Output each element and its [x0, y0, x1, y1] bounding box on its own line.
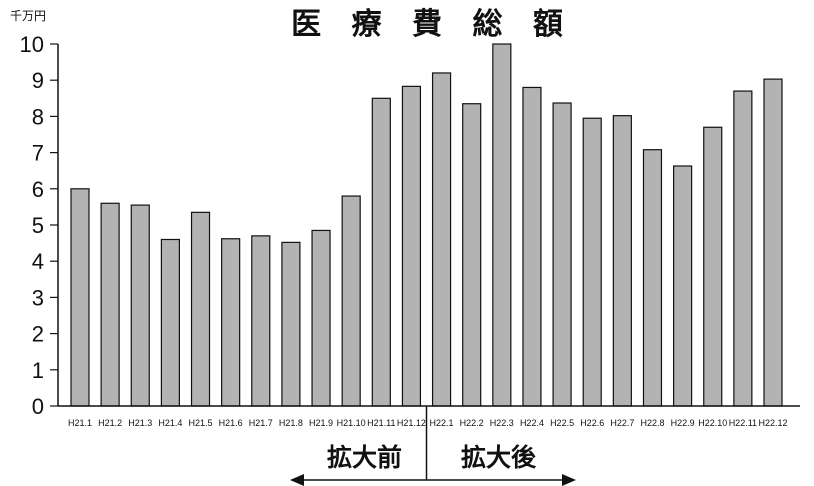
y-tick-label: 5 [32, 213, 44, 238]
bars [70, 43, 783, 407]
x-tick-label: H21.7 [249, 418, 273, 428]
bar [371, 97, 391, 407]
y-tick-label: 6 [32, 177, 44, 202]
after-arrow-head [562, 474, 576, 486]
bar [703, 126, 723, 407]
bar [642, 149, 663, 407]
bar [160, 238, 180, 407]
x-tick-label: H22.3 [490, 418, 514, 428]
bar [492, 43, 512, 407]
bar [582, 117, 602, 407]
x-tick-label: H22.12 [758, 418, 787, 428]
x-tick-label: H21.1 [68, 418, 92, 428]
x-tick-label: H21.5 [189, 418, 213, 428]
x-tick-label: H22.7 [610, 418, 634, 428]
bar [100, 202, 120, 407]
y-tick-label: 10 [20, 32, 44, 57]
x-tick-label: H22.2 [460, 418, 484, 428]
x-tick-label: H21.3 [128, 418, 152, 428]
x-tick-label: H22.11 [729, 418, 757, 428]
bar [190, 211, 211, 407]
bar [311, 229, 331, 407]
y-tick-label: 3 [32, 285, 44, 310]
x-tick-label: H21.6 [219, 418, 243, 428]
x-tick-label: H21.9 [309, 418, 333, 428]
y-tick-label: 0 [32, 394, 44, 419]
x-tick-label: H22.6 [580, 418, 604, 428]
bar [673, 165, 693, 407]
bar [763, 78, 783, 407]
bar [70, 188, 90, 407]
before-expansion-label: 拡大前 [327, 443, 402, 472]
y-tick-label: 7 [32, 141, 44, 166]
y-axis-ticks: 0 1 2 3 4 5 6 7 8 9 10 [20, 32, 58, 419]
y-tick-label: 9 [32, 68, 44, 93]
bar [341, 195, 361, 407]
x-tick-label: H21.11 [367, 418, 395, 428]
before-arrow-head [290, 474, 304, 486]
y-tick-label: 8 [32, 104, 44, 129]
after-expansion-label: 拡大後 [461, 443, 537, 472]
x-tick-label: H22.4 [520, 418, 544, 428]
bar [130, 204, 150, 407]
bar [612, 115, 632, 407]
y-tick-label: 4 [32, 249, 44, 274]
y-tick-label: 2 [32, 322, 44, 347]
x-tick-label: H22.8 [640, 418, 664, 428]
x-tick-label: H21.2 [98, 418, 122, 428]
bar [401, 85, 422, 407]
bar [431, 72, 452, 407]
y-axis-unit-label: 千万円 [10, 9, 46, 23]
x-tick-label: H21.4 [158, 418, 182, 428]
bar [281, 241, 301, 407]
chart-title: 医 療 費 総 額 [291, 7, 573, 42]
x-tick-label: H22.1 [430, 418, 454, 428]
x-tick-label: H21.8 [279, 418, 303, 428]
bar [552, 102, 572, 407]
x-tick-label: H21.12 [397, 418, 426, 428]
bar [221, 238, 241, 407]
bar [462, 103, 482, 407]
x-tick-label: H22.10 [698, 418, 727, 428]
bar [522, 86, 542, 407]
x-axis-ticks: H21.1 H21.2 H21.3 H21.4 H21.5 H21.6 H21.7 H21.8… [68, 418, 788, 428]
y-tick-label: 1 [32, 358, 44, 383]
x-tick-label: H22.5 [550, 418, 574, 428]
x-tick-label: H22.9 [671, 418, 695, 428]
bar [251, 235, 271, 407]
bar [733, 90, 753, 407]
x-tick-label: H21.10 [337, 418, 366, 428]
